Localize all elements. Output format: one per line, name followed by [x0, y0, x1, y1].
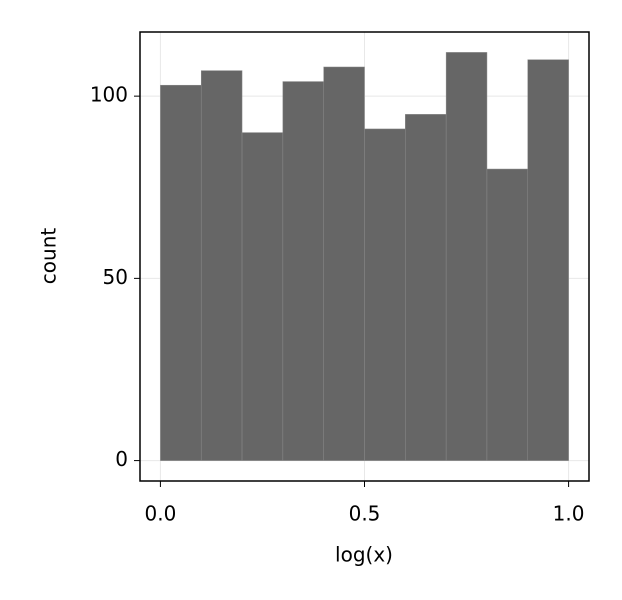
bar	[241, 132, 284, 461]
bar	[405, 114, 447, 461]
bar	[364, 128, 406, 461]
y-axis-label: count	[37, 228, 61, 285]
y-tick-label: 100	[90, 83, 128, 107]
bar	[323, 66, 365, 461]
bar	[527, 59, 569, 461]
x-tick-label: 0.0	[145, 502, 177, 526]
bar	[445, 52, 488, 461]
y-tick-label: 50	[103, 265, 128, 289]
bar	[200, 70, 243, 461]
bar	[160, 84, 202, 461]
plot-frame	[139, 31, 590, 482]
y-tick-label: 0	[115, 447, 128, 471]
x-tick-label: 1.0	[553, 502, 585, 526]
x-tick-label: 0.5	[349, 502, 381, 526]
bar	[486, 168, 529, 461]
bar	[282, 81, 324, 461]
x-axis-label: log(x)	[335, 543, 393, 567]
